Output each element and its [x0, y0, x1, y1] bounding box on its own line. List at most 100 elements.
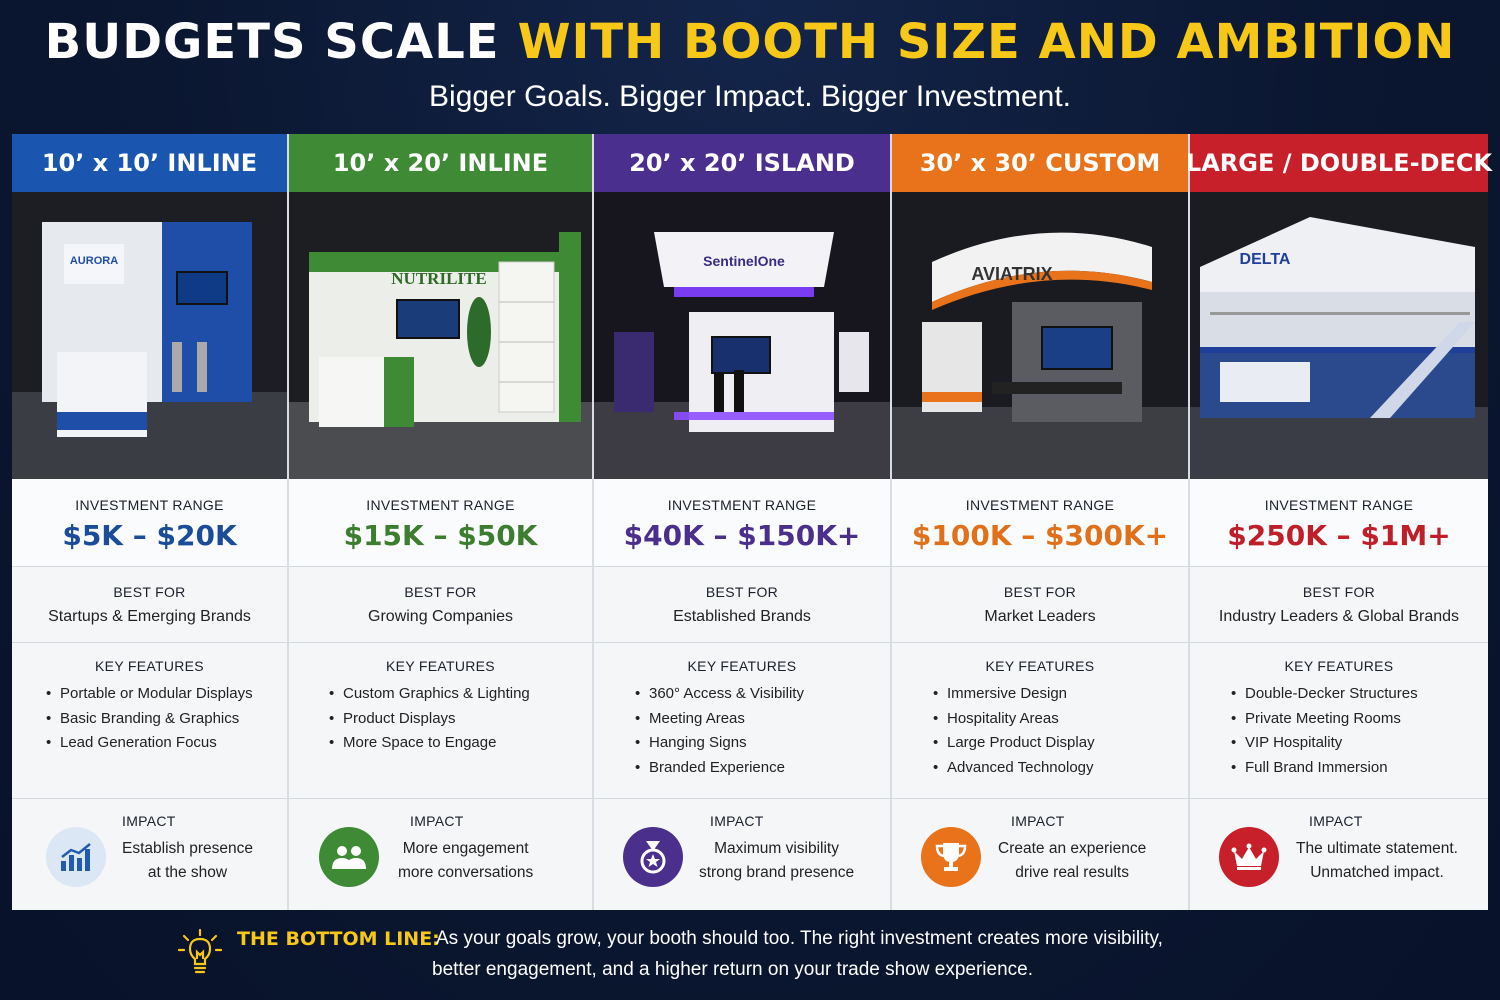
best-for-label: BEST FOR: [1302, 584, 1376, 600]
impact-line-2: Unmatched impact.: [1310, 864, 1444, 881]
bottom-line-label: THE BOTTOM LINE:: [237, 928, 440, 950]
feature-list: Immersive Design Hospitality Areas Large…: [892, 682, 1188, 780]
booth-logo-text: SentinelOne: [703, 253, 785, 269]
key-features-section: KEY FEATURES Custom Graphics & Lighting …: [289, 643, 592, 799]
column-large-double-deck: LARGE / DOUBLE-DECK DELTA INVESTMENT RAN…: [1186, 134, 1492, 910]
impact-section: IMPACT The ultimate statement. Unmatched…: [1190, 799, 1488, 910]
crown-icon: [1219, 827, 1279, 887]
feature-item: Product Displays: [329, 707, 592, 732]
feature-item: Hospitality Areas: [933, 707, 1188, 732]
impact-label: IMPACT: [1011, 813, 1065, 829]
key-features-label: KEY FEATURES: [985, 658, 1095, 674]
impact-label: IMPACT: [710, 813, 764, 829]
impact-line-2: more conversations: [398, 864, 534, 881]
page-subtitle: Bigger Goals. Bigger Impact. Bigger Inve…: [429, 80, 1071, 113]
feature-item: Large Product Display: [933, 731, 1188, 756]
booth-comparison-grid: 10’ x 10’ INLINE AURORA INVESTMENT RANGE…: [12, 134, 1492, 910]
key-features-label: KEY FEATURES: [386, 658, 495, 674]
feature-item: Full Brand Immersion: [1231, 756, 1488, 781]
investment-label: INVESTMENT RANGE: [366, 497, 515, 513]
feature-item: Branded Experience: [635, 756, 890, 781]
investment-label: INVESTMENT RANGE: [1264, 497, 1414, 513]
investment-section: INVESTMENT RANGE $250K – $1M+: [1190, 479, 1488, 567]
bottom-line-text-2: better engagement, and a higher return o…: [432, 959, 1033, 980]
best-for-value: Startups & Emerging Brands: [48, 608, 251, 625]
feature-item: Double-Decker Structures: [1231, 682, 1488, 707]
title-part-1: BUDGETS SCALE: [44, 14, 500, 70]
best-for-value: Industry Leaders & Global Brands: [1218, 608, 1460, 625]
feature-item: Meeting Areas: [635, 707, 890, 732]
impact-section: IMPACT Establish presence at the show: [12, 799, 287, 910]
best-for-label: BEST FOR: [705, 584, 779, 600]
best-for-section: BEST FOR Market Leaders: [892, 567, 1188, 643]
feature-item: Custom Graphics & Lighting: [329, 682, 592, 707]
best-for-section: BEST FOR Startups & Emerging Brands: [12, 567, 287, 643]
impact-line-2: drive real results: [1015, 864, 1129, 881]
impact-line-1: More engagement: [402, 840, 529, 857]
key-features-label: KEY FEATURES: [687, 658, 797, 674]
column-header: 30’ x 30’ CUSTOM: [892, 134, 1188, 192]
key-features-section: KEY FEATURES Immersive Design Hospitalit…: [892, 643, 1188, 799]
column-10x20-inline: 10’ x 20’ INLINE NUTRILITE INVESTMENT RA: [289, 134, 594, 910]
best-for-label: BEST FOR: [404, 584, 477, 600]
page-title: BUDGETS SCALE WITH BOOTH SIZE AND AMBITIO…: [0, 14, 1500, 70]
impact-line-1: Establish presence: [122, 840, 253, 857]
booth-photo: SentinelOne: [594, 192, 890, 479]
booth-logo-text: DELTA: [1240, 251, 1291, 268]
bottom-line-footer: THE BOTTOM LINE: As your goals grow, you…: [0, 912, 1500, 1000]
column-header: 10’ x 10’ INLINE: [12, 134, 287, 192]
investment-price: $40K – $150K+: [623, 519, 861, 552]
column-30x30-custom: 30’ x 30’ CUSTOM AVIATRIX INVESTMENT RAN…: [892, 134, 1190, 910]
booth-logo-text: AVIATRIX: [971, 264, 1052, 284]
impact-text: More engagement more conversations: [398, 837, 533, 885]
title-part-2: WITH BOOTH SIZE AND AMBITION: [517, 14, 1456, 70]
trophy-icon: [921, 827, 981, 887]
feature-list: Double-Decker Structures Private Meeting…: [1190, 682, 1488, 780]
impact-text: Establish presence at the show: [122, 837, 253, 885]
feature-item: Private Meeting Rooms: [1231, 707, 1488, 732]
page-header: BUDGETS SCALE WITH BOOTH SIZE AND AMBITIO…: [0, 0, 1500, 130]
investment-label: INVESTMENT RANGE: [667, 497, 817, 513]
impact-label: IMPACT: [1309, 813, 1363, 829]
investment-section: INVESTMENT RANGE $15K – $50K: [289, 479, 592, 567]
investment-section: INVESTMENT RANGE $40K – $150K+: [594, 479, 890, 567]
lightbulb-icon: [177, 928, 223, 982]
booth-photo: NUTRILITE: [289, 192, 592, 479]
booth-logo-text: AURORA: [70, 255, 118, 267]
feature-list: Custom Graphics & Lighting Product Displ…: [289, 682, 592, 756]
feature-item: Advanced Technology: [933, 756, 1188, 781]
investment-label: INVESTMENT RANGE: [965, 497, 1115, 513]
investment-section: INVESTMENT RANGE $100K – $300K+: [892, 479, 1188, 567]
impact-text: The ultimate statement. Unmatched impact…: [1296, 837, 1458, 885]
feature-item: Immersive Design: [933, 682, 1188, 707]
feature-list: Portable or Modular Displays Basic Brand…: [12, 682, 287, 756]
best-for-value: Market Leaders: [984, 608, 1096, 625]
best-for-section: BEST FOR Growing Companies: [289, 567, 592, 643]
investment-price: $15K – $50K: [343, 519, 538, 552]
column-20x20-island: 20’ x 20’ ISLAND SentinelOne INVESTMENT …: [594, 134, 892, 910]
key-features-section: KEY FEATURES Double-Decker Structures Pr…: [1190, 643, 1488, 799]
bottom-line-text-1: As your goals grow, your booth should to…: [436, 928, 1163, 949]
booth-photo: AVIATRIX: [892, 192, 1188, 479]
feature-item: VIP Hospitality: [1231, 731, 1488, 756]
bar-chart-icon: [46, 827, 106, 887]
column-header: LARGE / DOUBLE-DECK: [1186, 134, 1492, 192]
award-medal-icon: [623, 827, 683, 887]
key-features-section: KEY FEATURES Portable or Modular Display…: [12, 643, 287, 799]
best-for-label: BEST FOR: [1003, 584, 1077, 600]
feature-item: 360° Access & Visibility: [635, 682, 890, 707]
investment-label: INVESTMENT RANGE: [75, 497, 224, 513]
investment-price: $250K – $1M+: [1227, 519, 1451, 552]
impact-section: IMPACT Maximum visibility strong brand p…: [594, 799, 890, 910]
impact-label: IMPACT: [122, 813, 176, 829]
investment-price: $5K – $20K: [62, 519, 237, 552]
best-for-value: Established Brands: [673, 608, 811, 625]
feature-item: Lead Generation Focus: [46, 731, 287, 756]
best-for-label: BEST FOR: [113, 584, 186, 600]
column-10x10-inline: 10’ x 10’ INLINE AURORA INVESTMENT RANGE…: [12, 134, 289, 910]
impact-section: IMPACT Create an experience drive real r…: [892, 799, 1188, 910]
key-features-section: KEY FEATURES 360° Access & Visibility Me…: [594, 643, 890, 799]
column-header: 20’ x 20’ ISLAND: [594, 134, 890, 192]
key-features-label: KEY FEATURES: [95, 658, 204, 674]
impact-line-1: Maximum visibility: [714, 840, 839, 857]
